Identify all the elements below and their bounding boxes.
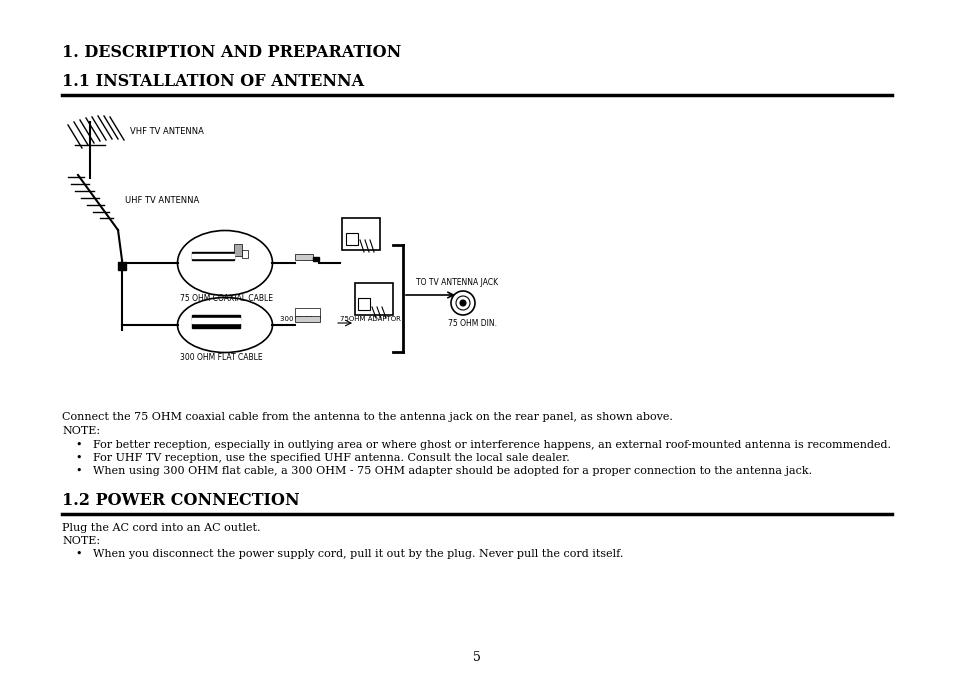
Bar [192, 315, 240, 320]
Bar [313, 257, 318, 261]
Text: NOTE:: NOTE: [62, 536, 100, 546]
Bar [357, 298, 370, 310]
Bar [242, 250, 248, 258]
Text: NOTE:: NOTE: [62, 426, 100, 436]
Bar [118, 262, 126, 270]
Bar [341, 218, 379, 250]
Text: •   When you disconnect the power supply cord, pull it out by the plug. Never pu: • When you disconnect the power supply c… [62, 549, 622, 559]
Text: 75 OHM COAXIAL CABLE: 75 OHM COAXIAL CABLE [180, 294, 273, 303]
Text: 1.1 INSTALLATION OF ANTENNA: 1.1 INSTALLATION OF ANTENNA [62, 73, 364, 90]
Circle shape [456, 296, 470, 310]
Text: Plug the AC cord into an AC outlet.: Plug the AC cord into an AC outlet. [62, 523, 260, 533]
Circle shape [459, 300, 465, 306]
Text: VHF TV ANTENNA: VHF TV ANTENNA [130, 127, 204, 136]
Bar [355, 283, 393, 315]
Text: 5: 5 [473, 651, 480, 664]
Text: 75OHM ADAPTOR: 75OHM ADAPTOR [339, 316, 400, 322]
Bar [294, 316, 319, 322]
Text: •   For UHF TV reception, use the specified UHF antenna. Consult the local sale : • For UHF TV reception, use the specifie… [62, 453, 569, 463]
Bar [192, 252, 233, 260]
Bar [294, 308, 319, 318]
Text: 75 OHM DIN.: 75 OHM DIN. [448, 319, 497, 328]
Bar [346, 233, 357, 245]
Text: TO TV ANTENNA JACK: TO TV ANTENNA JACK [416, 278, 497, 287]
Text: 300 OHM: 300 OHM [280, 316, 312, 322]
Text: 1. DESCRIPTION AND PREPARATION: 1. DESCRIPTION AND PREPARATION [62, 44, 401, 61]
Text: 300 OHM FLAT CABLE: 300 OHM FLAT CABLE [180, 353, 262, 362]
Bar [192, 318, 240, 323]
Text: Connect the 75 OHM coaxial cable from the antenna to the antenna jack on the rea: Connect the 75 OHM coaxial cable from th… [62, 412, 672, 422]
Text: •   For better reception, especially in outlying area or where ghost or interfer: • For better reception, especially in ou… [62, 440, 890, 450]
Text: 1.2 POWER CONNECTION: 1.2 POWER CONNECTION [62, 492, 299, 509]
Bar [192, 254, 233, 258]
Bar [192, 323, 240, 328]
Bar [294, 254, 313, 260]
Bar [233, 244, 242, 256]
Text: •   When using 300 OHM flat cable, a 300 OHM - 75 OHM adapter should be adopted : • When using 300 OHM flat cable, a 300 O… [62, 466, 811, 476]
Text: UHF TV ANTENNA: UHF TV ANTENNA [125, 196, 199, 205]
